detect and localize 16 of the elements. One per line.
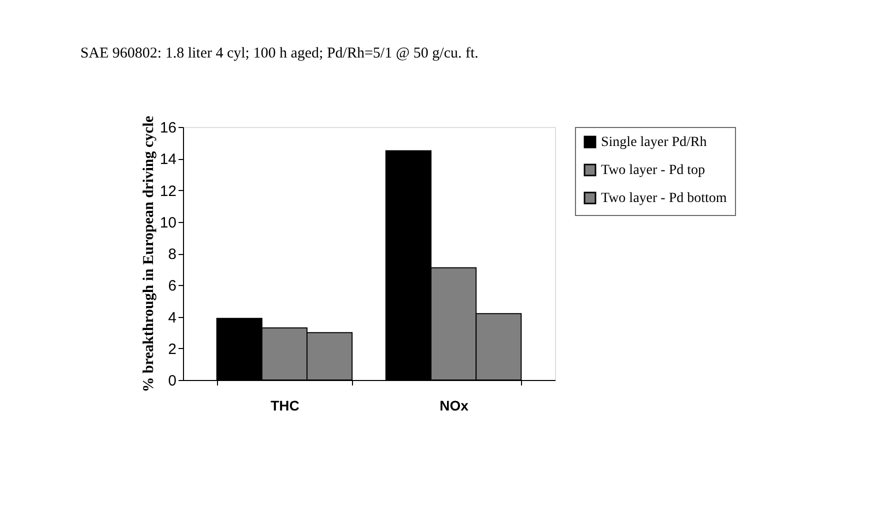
x-tick-label: NOx [440,398,469,414]
y-tick-label: 6 [168,278,176,295]
y-tick-label: 4 [168,309,176,326]
y-tick-label: 16 [160,120,176,136]
chart-title: SAE 960802: 1.8 liter 4 cyl; 100 h aged; Pd/Rh=5/1 @ 50 g/cu. ft. [80,45,478,62]
legend-label: Two layer - Pd bottom [601,191,727,206]
legend-label: Single layer Pd/Rh [601,135,707,150]
y-tick-label: 8 [168,246,176,263]
x-tick-label: THC [270,398,300,414]
y-tick-label: 14 [160,151,176,168]
legend-label: Two layer - Pd top [601,163,706,178]
y-tick-label: 10 [160,214,176,232]
y-tick-label: 12 [160,182,176,200]
y-axis-title: % breakthrough in European driving cycle [140,116,157,392]
y-tick-label: 0 [168,372,176,390]
y-tick-label: 2 [168,340,176,358]
